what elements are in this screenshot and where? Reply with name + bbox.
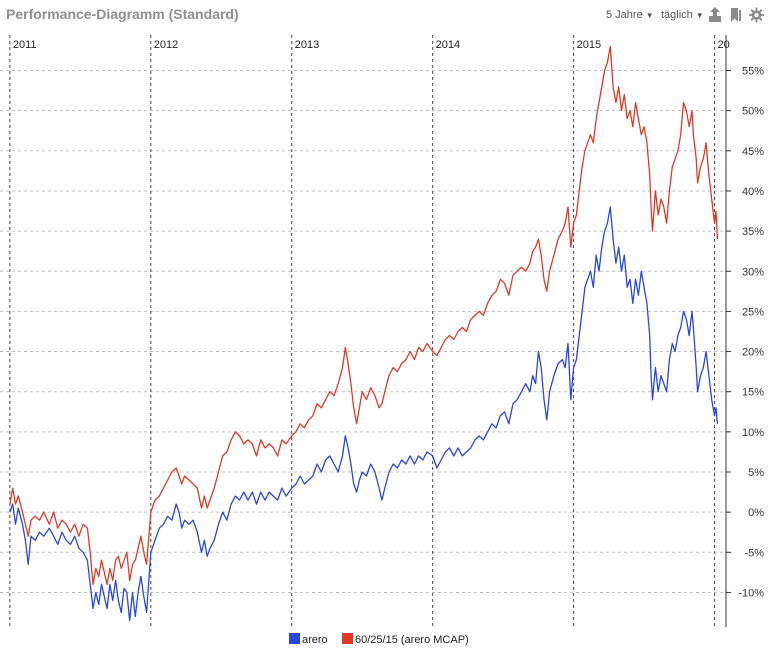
legend-label-arero: arero	[302, 634, 328, 646]
x-tick-label: 2011	[13, 39, 37, 51]
x-tick-label: 2012	[154, 39, 178, 51]
series-line-mcap	[9, 45, 719, 586]
y-tick-label: -5%	[744, 547, 764, 559]
x-tick-label: 2013	[295, 39, 319, 51]
x-tick-label: 2014	[436, 39, 460, 51]
caret-down-icon: ▼	[695, 11, 704, 20]
period-select-label: 5 Jahre	[606, 9, 643, 21]
y-tick-label: 0%	[748, 507, 764, 519]
chart-legend: arero 60/25/15 (arero MCAP)	[0, 633, 770, 651]
y-tick-label: 40%	[742, 186, 764, 198]
y-tick-label: 25%	[742, 306, 764, 318]
share-icon[interactable]	[708, 7, 722, 23]
legend-swatch-arero	[289, 633, 300, 644]
y-tick-label: 5%	[748, 467, 764, 479]
y-tick-label: -10%	[738, 587, 764, 599]
y-tick-label: 35%	[742, 226, 764, 238]
y-tick-label: 30%	[742, 266, 764, 278]
x-tick-label: 2015	[577, 39, 601, 51]
y-tick-label: 50%	[742, 106, 764, 118]
x-tick-label: 20	[718, 39, 730, 51]
series-line-arero	[9, 206, 719, 622]
gear-icon[interactable]	[749, 7, 764, 23]
caret-down-icon: ▼	[645, 11, 654, 20]
y-tick-label: 15%	[742, 387, 764, 399]
y-tick-label: 55%	[742, 66, 764, 78]
y-tick-label: 45%	[742, 146, 764, 158]
y-tick-label: 10%	[742, 427, 764, 439]
chart-header: Performance-Diagramm (Standard) 5 Jahre ▼…	[0, 0, 770, 30]
y-tick-label: 20%	[742, 347, 764, 359]
period-select[interactable]: 5 Jahre ▼	[606, 9, 654, 21]
legend-item-arero[interactable]: arero	[289, 633, 328, 646]
legend-item-mcap[interactable]: 60/25/15 (arero MCAP)	[342, 633, 469, 646]
interval-select[interactable]: täglich ▼	[661, 9, 704, 21]
legend-label-mcap: 60/25/15 (arero MCAP)	[355, 634, 469, 646]
bookmark-icon[interactable]	[729, 7, 743, 23]
chart-title: Performance-Diagramm (Standard)	[6, 6, 239, 22]
interval-select-label: täglich	[661, 9, 693, 21]
legend-swatch-mcap	[342, 633, 353, 644]
performance-chart: 55% 50% 45% 40% 35% 30% 25% 20% 15% 10% 5% 0% -5% -10…	[0, 35, 764, 627]
